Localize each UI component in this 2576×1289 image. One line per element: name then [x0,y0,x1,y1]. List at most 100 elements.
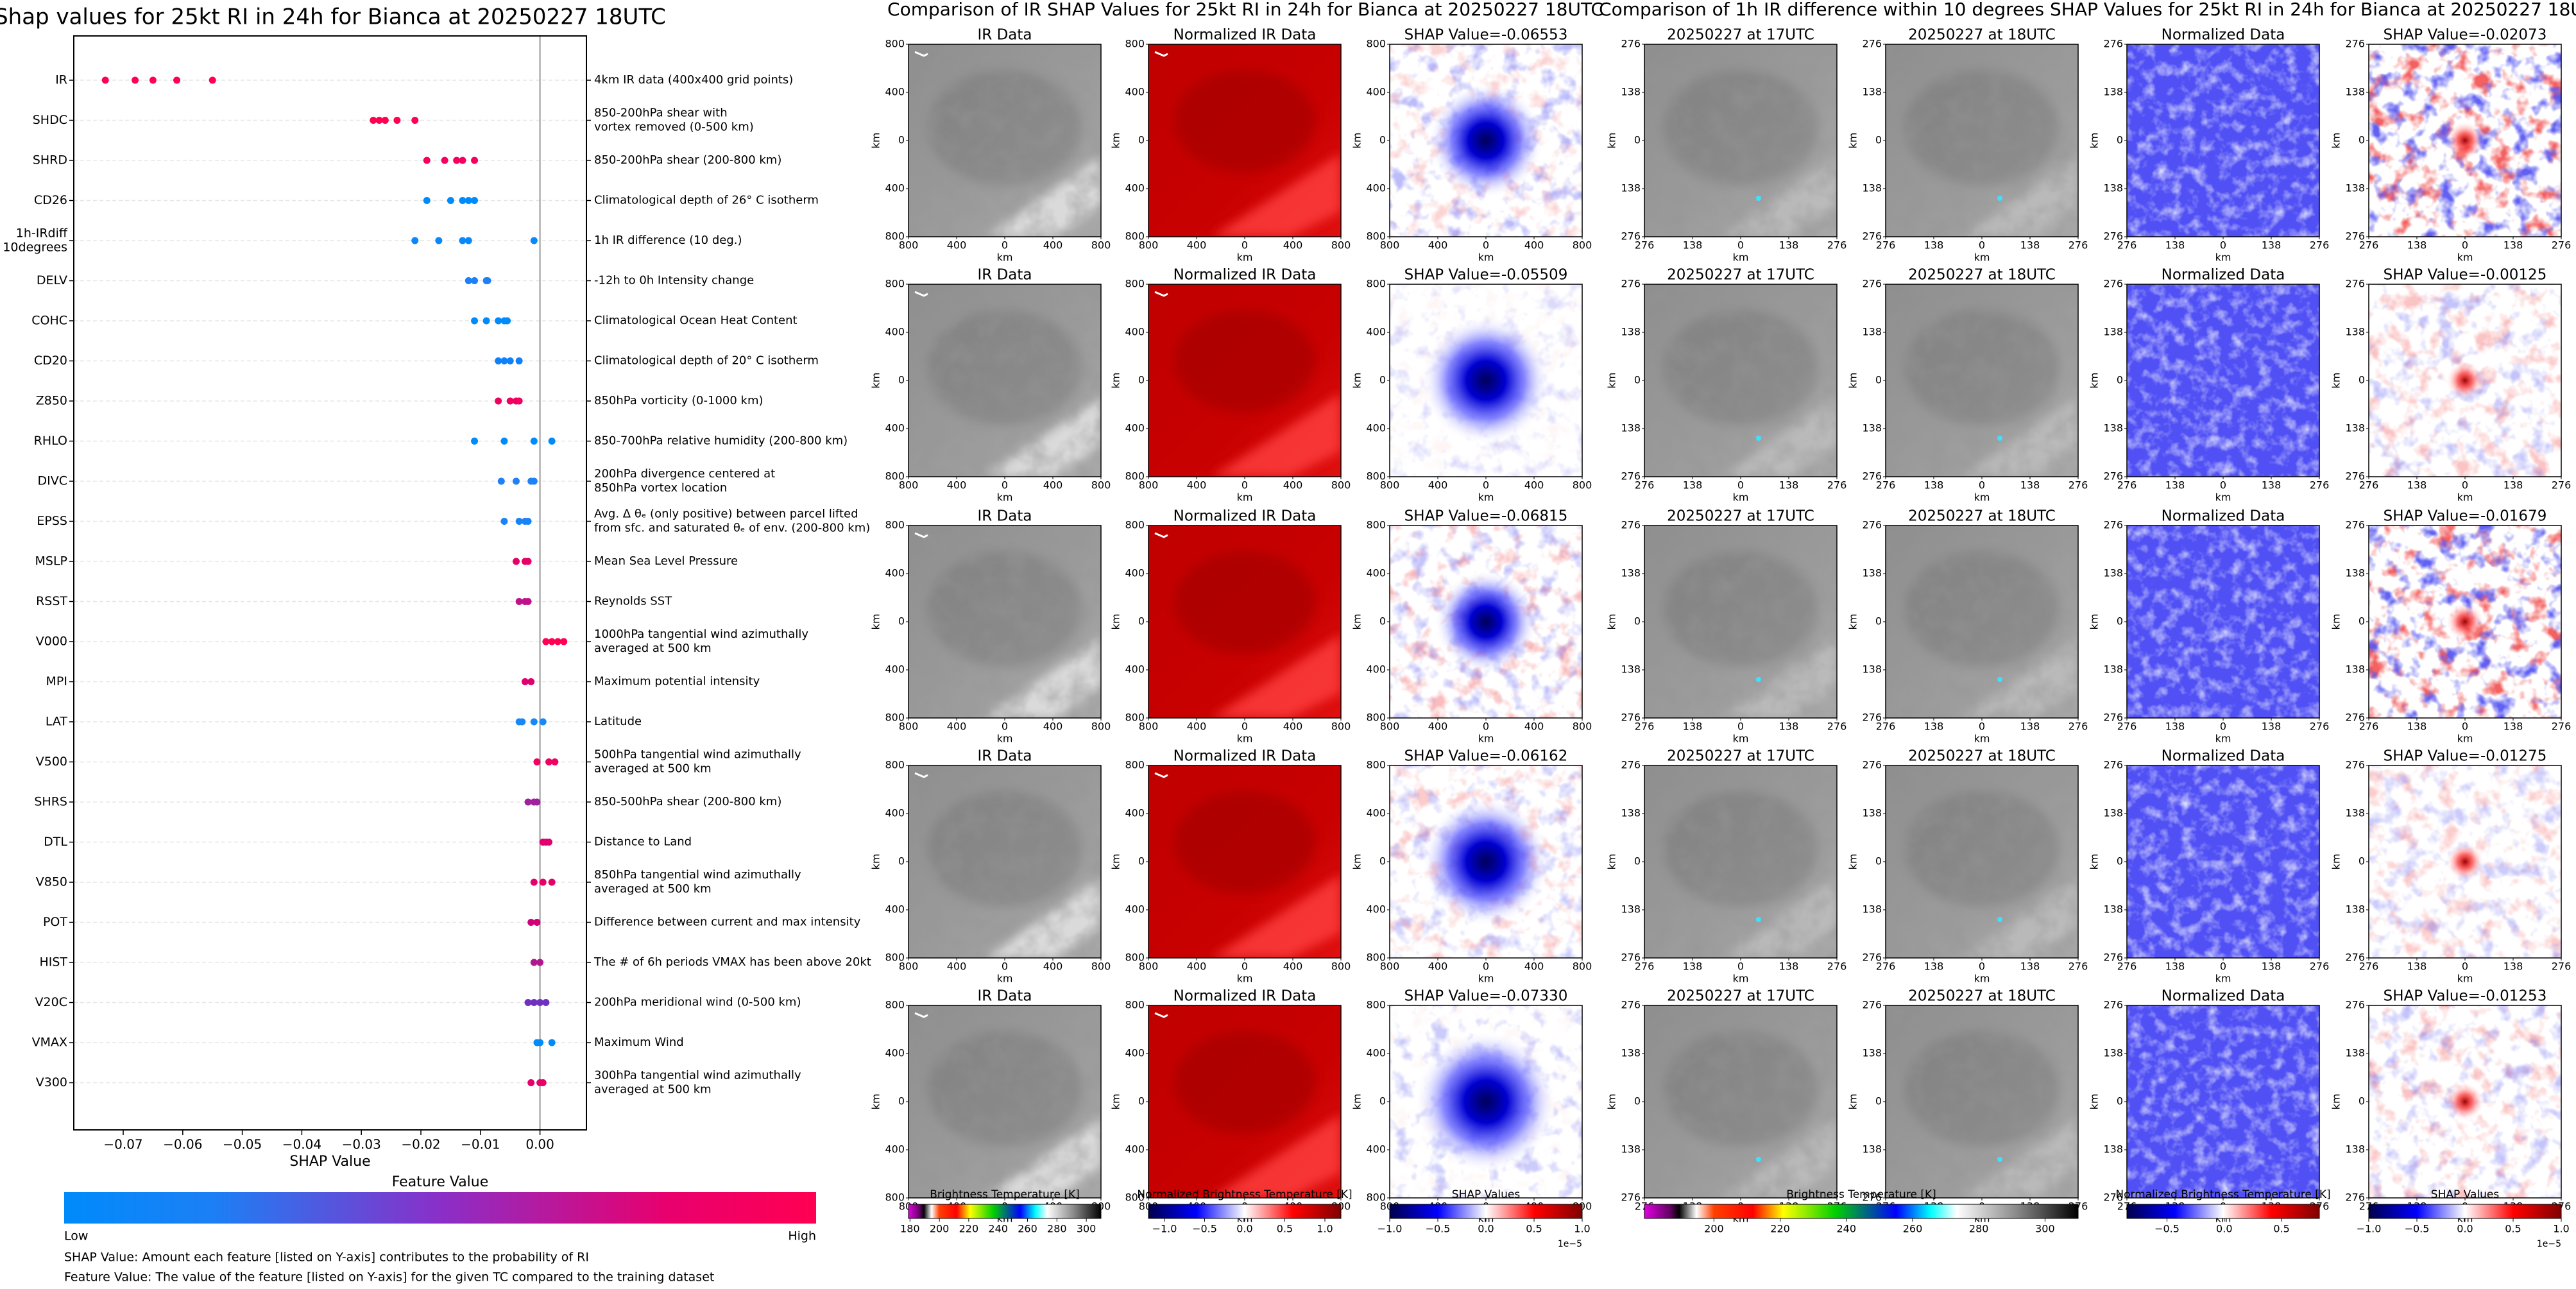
feature-label: SHRD [33,153,67,167]
colorbar-tick-label: −0.5 [1426,1223,1451,1235]
y-axis-label: km [1847,133,1859,149]
y-tick-label: 138 [2345,86,2365,98]
x-tick-label: −0.01 [461,1137,500,1152]
x-axis-label: km [1974,973,1990,985]
shap-point [533,798,541,806]
x-axis-label: km [1974,733,1990,745]
feature-description: 1000hPa tangential wind azimuthally [594,627,808,641]
colorbar-tick-label: −0.5 [2154,1223,2179,1235]
x-axis-label: km [1237,252,1253,264]
colorbar-tick-label: 0.5 [2505,1223,2521,1235]
y-tick-label: 276 [2345,1191,2365,1204]
x-tick-label: 400 [1187,721,1207,733]
shap-point [539,878,547,886]
panel-image [1148,525,1341,718]
y-tick-label: 138 [1621,903,1641,916]
y-tick-label: 0 [1379,615,1386,627]
x-tick-label: 276 [1827,960,1847,973]
x-axis-label: km [997,252,1013,264]
red-core [2446,1082,2484,1121]
y-tick-label: 400 [1366,1143,1386,1156]
y-tick-label: 0 [2358,615,2365,627]
x-tick-label: 0 [1241,479,1248,491]
y-tick-label: 0 [1875,855,1882,867]
shap-point [515,598,523,605]
panel-image [1886,525,2078,718]
x-tick-label: 138 [2262,479,2282,491]
x-tick-label: 276 [1827,479,1847,491]
feature-description: 850-500hPa shear (200-800 km) [594,795,781,808]
colorbar-tick-label: 260 [1903,1223,1923,1235]
y-tick-label: 400 [885,1047,905,1059]
x-tick-label: 400 [1043,721,1063,733]
shap-point [459,237,466,244]
x-tick-label: 138 [2503,239,2523,252]
y-tick-label: 276 [1862,759,1882,771]
x-tick-label: 0 [1483,479,1489,491]
panel-image [1644,284,1837,477]
x-tick-label: 0 [1483,721,1489,733]
panel-image [1886,284,2078,477]
y-tick-label: 276 [1862,952,1882,964]
shap-point [411,237,419,244]
x-tick-label: 400 [1428,479,1448,491]
colorbar-label: Normalized Brightness Temperature [K] [2115,1188,2330,1201]
panel-title: 20250227 at 17UTC [1667,988,1814,1005]
y-tick-label: 276 [2345,230,2365,243]
panel-image [2369,1005,2561,1198]
y-tick-label: 138 [2103,903,2123,916]
feature-description: Maximum potential intensity [594,675,760,688]
shap-point [435,237,443,244]
y-tick-label: 0 [898,1095,905,1107]
cloud-streak [914,291,928,297]
x-axis-label: km [1237,973,1253,985]
x-tick-label: 400 [1524,239,1544,252]
y-tick-label: 400 [885,86,905,98]
cold-spot [1997,436,2002,441]
colorbar [2368,1204,2562,1219]
y-tick-label: 400 [1366,86,1386,98]
y-tick-label: 800 [1366,712,1386,724]
x-tick-label: 400 [1187,239,1207,252]
figure-title: Comparison of 1h IR difference within 10… [1599,0,2576,20]
y-tick-label: 800 [885,519,905,531]
x-tick-label: 276 [1876,479,1896,491]
x-axis-label: km [2215,252,2231,264]
feature-label: V300 [36,1075,67,1089]
shap-point [548,638,556,645]
y-tick-label: 138 [2103,422,2123,434]
x-tick-label: 276 [2359,721,2379,733]
colorbar [908,1204,1102,1219]
x-tick-label: 138 [1779,239,1799,252]
y-tick-label: 138 [1621,663,1641,676]
feature-label: SHDC [33,113,67,127]
x-tick-label: 138 [2020,960,2040,973]
y-tick-label: 0 [2117,374,2123,386]
shap-point [548,1039,556,1046]
y-tick-label: 276 [2345,278,2365,290]
colorbar-tick-label: 240 [1837,1223,1857,1235]
shap-point [524,798,532,806]
y-axis-label: km [2330,373,2342,389]
feature-description: Distance to Land [594,835,692,849]
panel-title: Normalized Data [2162,988,2285,1005]
x-tick-label: 400 [1043,960,1063,973]
feature-description: averaged at 500 km [594,882,712,896]
x-tick-label: 0.00 [525,1137,554,1152]
x-axis-label: SHAP Value [289,1154,370,1170]
x-tick-label: 400 [1283,239,1303,252]
y-axis-label: km [1847,854,1859,870]
feature-label: V500 [36,755,67,769]
feature-label: HIST [39,955,67,969]
y-tick-label: 0 [1379,374,1386,386]
shap-point [471,438,479,445]
y-tick-label: 138 [2103,86,2123,98]
y-tick-label: 0 [1634,855,1641,867]
feature-description: Avg. Δ θₑ (only positive) between parcel… [594,508,858,521]
cloud-streak [1154,1012,1168,1018]
feature-label: 1h-IRdiff [16,226,68,241]
x-tick-label: 138 [1683,479,1703,491]
colorbar [1148,1204,1342,1219]
feature-label: MPI [46,674,67,688]
y-tick-label: 400 [885,903,905,916]
